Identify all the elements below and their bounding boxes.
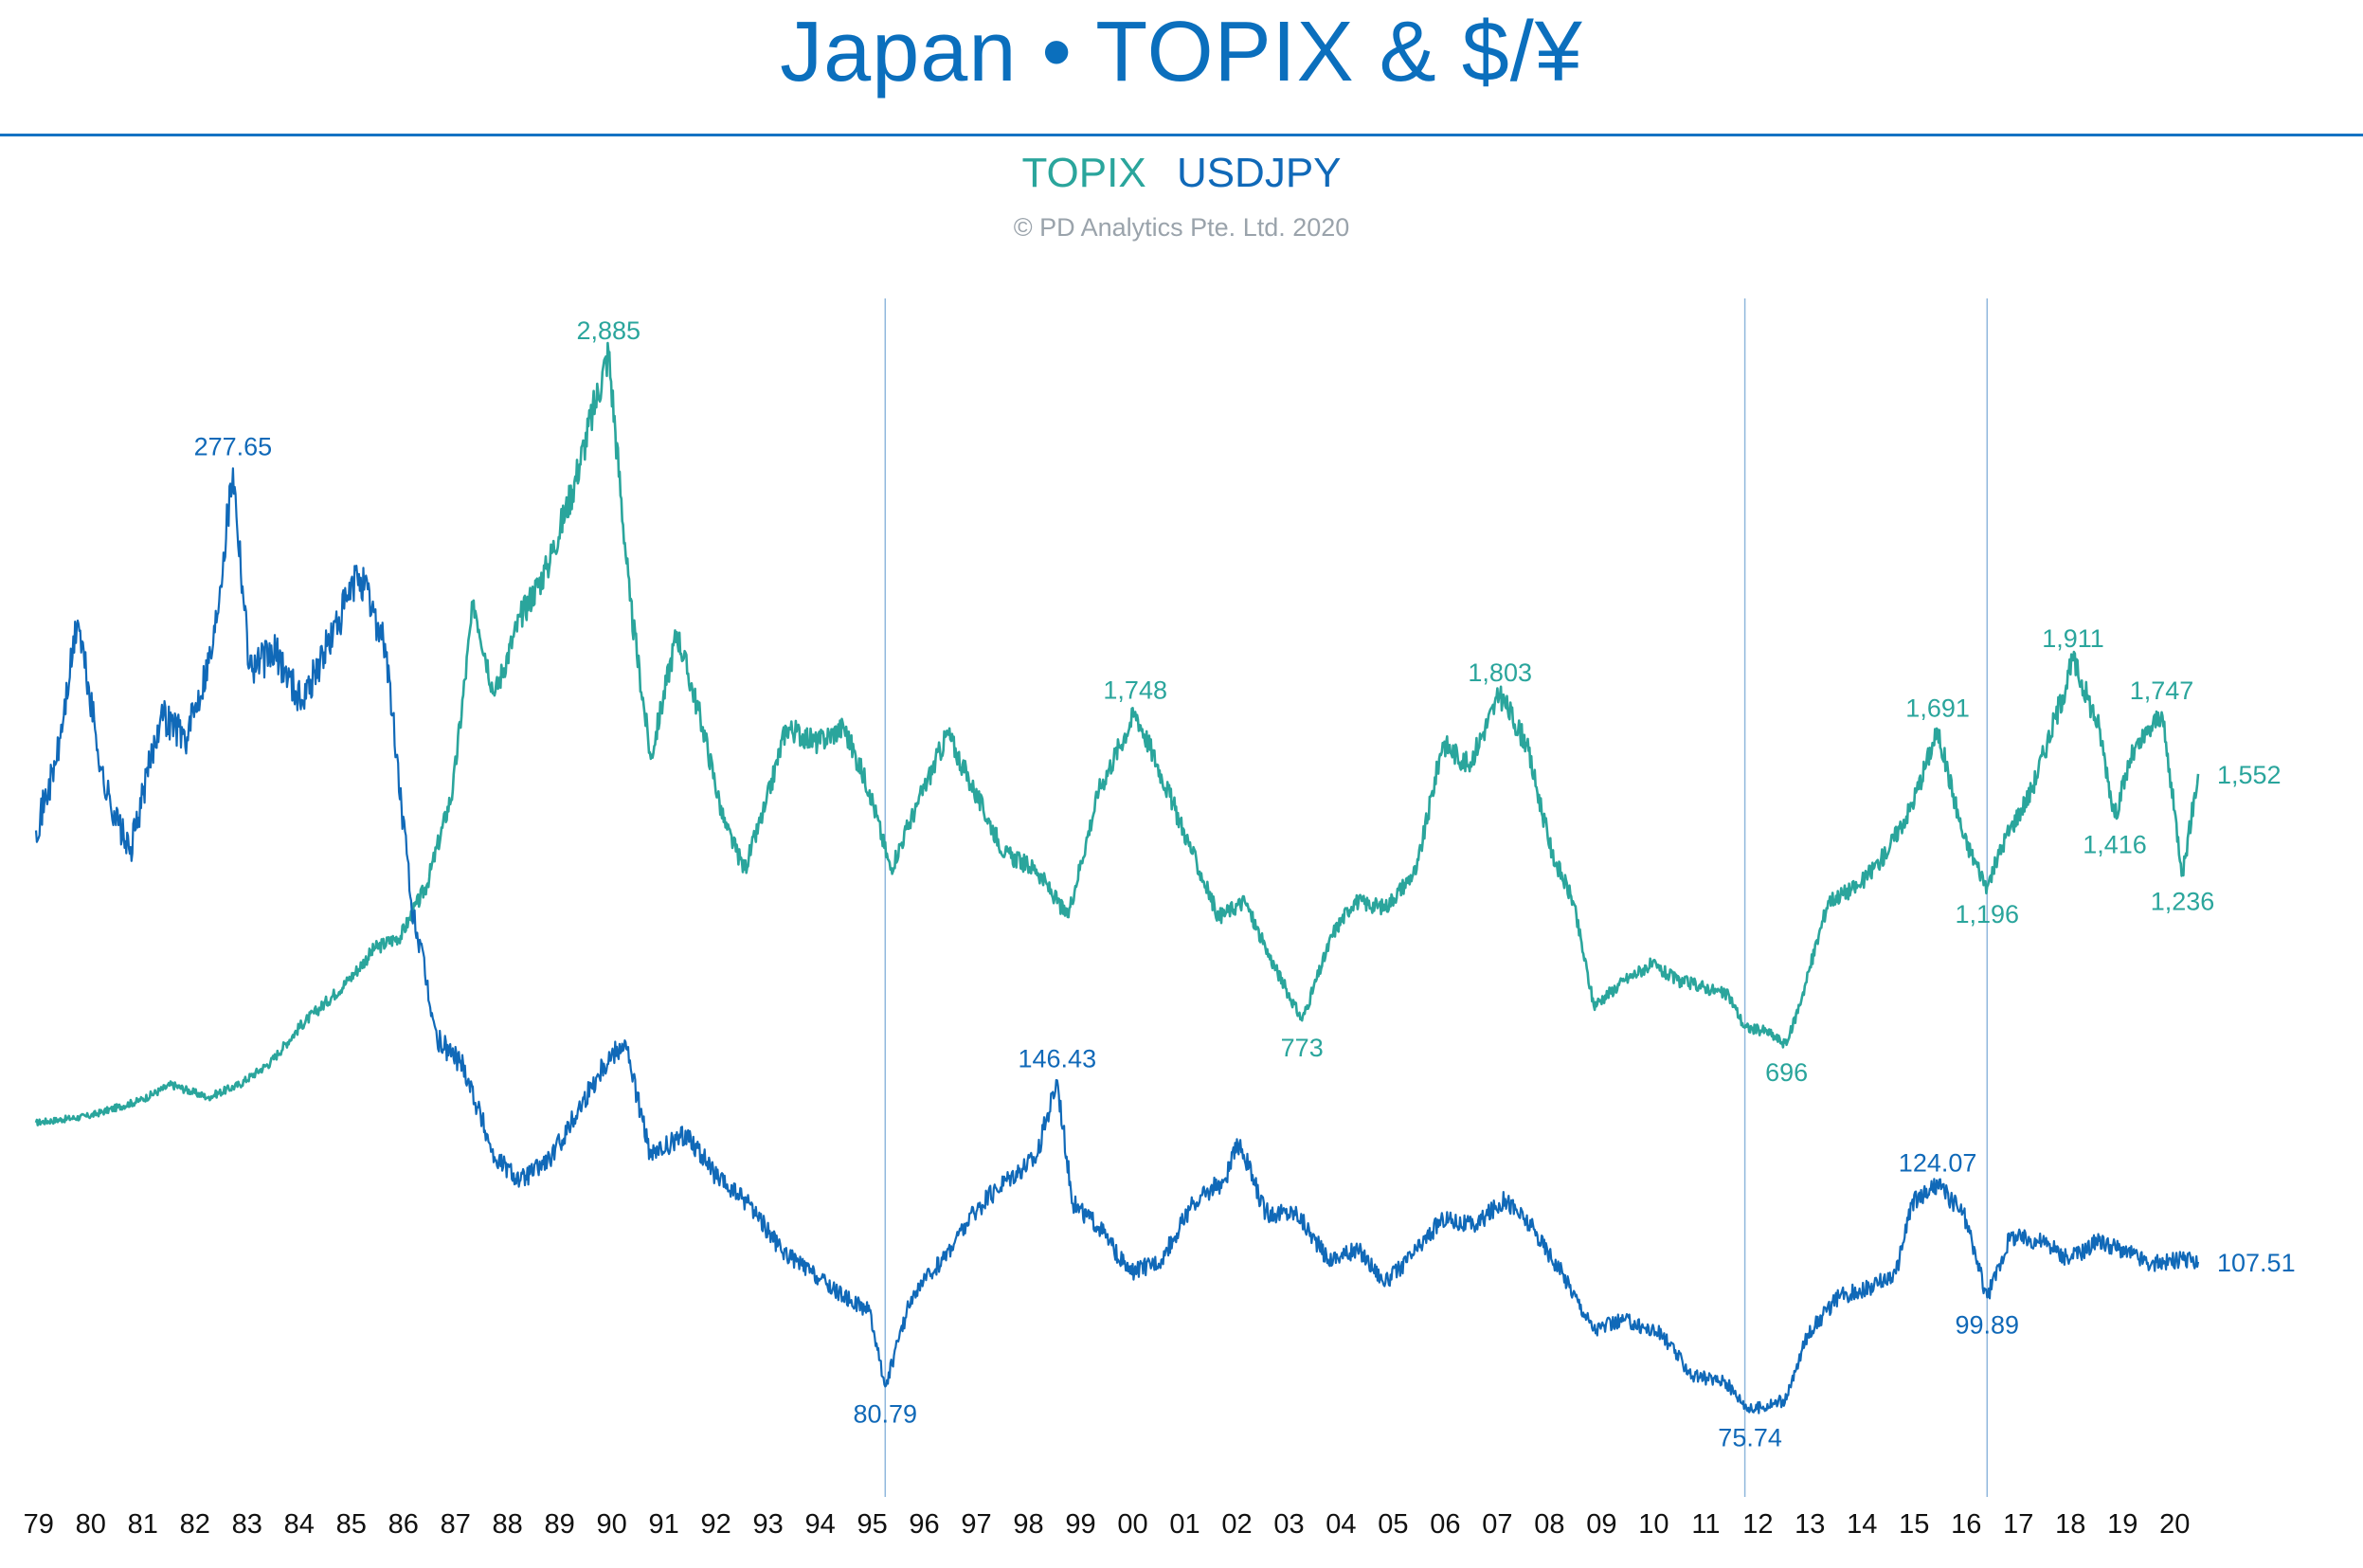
x-tick-84: 84 <box>284 1509 315 1540</box>
x-tick-12: 12 <box>1742 1509 1773 1540</box>
title-divider <box>0 134 2363 136</box>
topix-label-3: 1,803 <box>1468 658 1532 687</box>
topix-label-11: 1,552 <box>2217 761 2282 789</box>
chart-legend: TOPIX USDJPY <box>0 150 2363 197</box>
x-tick-94: 94 <box>804 1509 835 1540</box>
topix-label-4: 696 <box>1765 1058 1808 1087</box>
x-tick-89: 89 <box>544 1509 574 1540</box>
x-tick-19: 19 <box>2107 1509 2138 1540</box>
x-tick-00: 00 <box>1117 1509 1147 1540</box>
legend-topix: TOPIX <box>1021 150 1146 196</box>
usdjpy-label-1: 80.79 <box>854 1399 918 1428</box>
topix-label-8: 1,416 <box>2083 830 2147 858</box>
topix-label-10: 1,236 <box>2151 887 2215 915</box>
usdjpy-label-4: 124.07 <box>1899 1148 1977 1177</box>
x-tick-10: 10 <box>1638 1509 1669 1540</box>
x-tick-99: 99 <box>1065 1509 1095 1540</box>
x-tick-18: 18 <box>2055 1509 2085 1540</box>
topix-label-7: 1,911 <box>2042 624 2104 653</box>
usdjpy-label-3: 75.74 <box>1718 1423 1782 1451</box>
x-tick-03: 03 <box>1273 1509 1304 1540</box>
x-tick-88: 88 <box>492 1509 522 1540</box>
x-tick-90: 90 <box>596 1509 626 1540</box>
x-tick-87: 87 <box>441 1509 471 1540</box>
series-line-usdjpy <box>34 467 2200 1415</box>
data-labels: 2,885 1,748 773 1,803 696 1,691 1,196 1,911 1,41… <box>194 316 2296 1452</box>
x-tick-15: 15 <box>1899 1509 1929 1540</box>
topix-label-5: 1,691 <box>1905 694 1970 723</box>
x-tick-06: 06 <box>1430 1509 1460 1540</box>
topix-label-1: 1,748 <box>1103 676 1167 705</box>
topix-label-0: 2,885 <box>577 316 641 345</box>
x-tick-92: 92 <box>700 1509 731 1540</box>
x-tick-79: 79 <box>24 1509 54 1540</box>
x-tick-91: 91 <box>648 1509 678 1540</box>
x-tick-14: 14 <box>1847 1509 1877 1540</box>
x-tick-82: 82 <box>180 1509 210 1540</box>
usdjpy-label-0: 277.65 <box>194 432 273 460</box>
x-tick-13: 13 <box>1795 1509 1825 1540</box>
x-tick-85: 85 <box>336 1509 367 1540</box>
x-tick-09: 09 <box>1586 1509 1616 1540</box>
topix-label-2: 773 <box>1281 1034 1324 1062</box>
x-tick-98: 98 <box>1013 1509 1043 1540</box>
x-tick-11: 11 <box>1691 1509 1720 1540</box>
x-tick-07: 07 <box>1482 1509 1512 1540</box>
copyright-notice: © PD Analytics Pte. Ltd. 2020 <box>1013 213 1350 242</box>
x-axis-ticks: 79 80 81 82 83 84 85 86 87 88 89 90 91 92 93 94 95 96 97 98… <box>24 1509 2191 1540</box>
x-tick-95: 95 <box>857 1509 887 1540</box>
x-tick-04: 04 <box>1326 1509 1356 1540</box>
usdjpy-label-5: 99.89 <box>1956 1310 2020 1339</box>
x-tick-08: 08 <box>1534 1509 1564 1540</box>
series-line-topix <box>34 341 2200 1126</box>
usdjpy-label-2: 146.43 <box>1019 1044 1097 1072</box>
topix-label-6: 1,196 <box>1956 900 2020 928</box>
usdjpy-label-6: 107.51 <box>2217 1249 2296 1277</box>
x-tick-16: 16 <box>1951 1509 1981 1540</box>
legend-usdjpy: USDJPY <box>1176 150 1342 196</box>
series-lines <box>34 341 2200 1415</box>
x-tick-17: 17 <box>2003 1509 2033 1540</box>
x-tick-97: 97 <box>961 1509 991 1540</box>
x-tick-93: 93 <box>752 1509 783 1540</box>
x-tick-20: 20 <box>2159 1509 2190 1540</box>
x-tick-02: 02 <box>1221 1509 1252 1540</box>
x-tick-80: 80 <box>76 1509 106 1540</box>
x-tick-96: 96 <box>909 1509 939 1540</box>
x-tick-83: 83 <box>232 1509 262 1540</box>
x-tick-81: 81 <box>128 1509 158 1540</box>
x-tick-01: 01 <box>1169 1509 1200 1540</box>
topix-label-9: 1,747 <box>2130 676 2194 705</box>
x-tick-86: 86 <box>388 1509 419 1540</box>
page-title: Japan • TOPIX & $/¥ <box>780 5 1583 99</box>
x-tick-05: 05 <box>1378 1509 1408 1540</box>
